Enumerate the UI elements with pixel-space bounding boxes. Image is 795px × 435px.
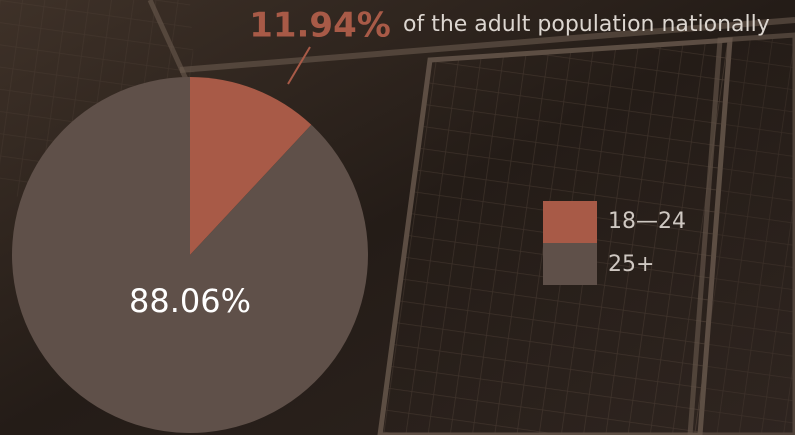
value-label: 11.94% [249, 6, 391, 46]
legend-swatch [543, 243, 597, 285]
pie-slice [11, 77, 368, 433]
legend-label: 18—24 [608, 209, 686, 234]
value-label: 88.06% [129, 282, 251, 320]
pie: 11.94% 88.06% [11, 6, 391, 433]
legend-swatch [543, 201, 597, 243]
legend: 18—24 25+ [543, 201, 686, 285]
leader-line [287, 46, 311, 85]
legend-label: 25+ [608, 252, 654, 277]
annotation: of the adult population nationally [403, 12, 770, 37]
pie-slice [190, 77, 312, 255]
